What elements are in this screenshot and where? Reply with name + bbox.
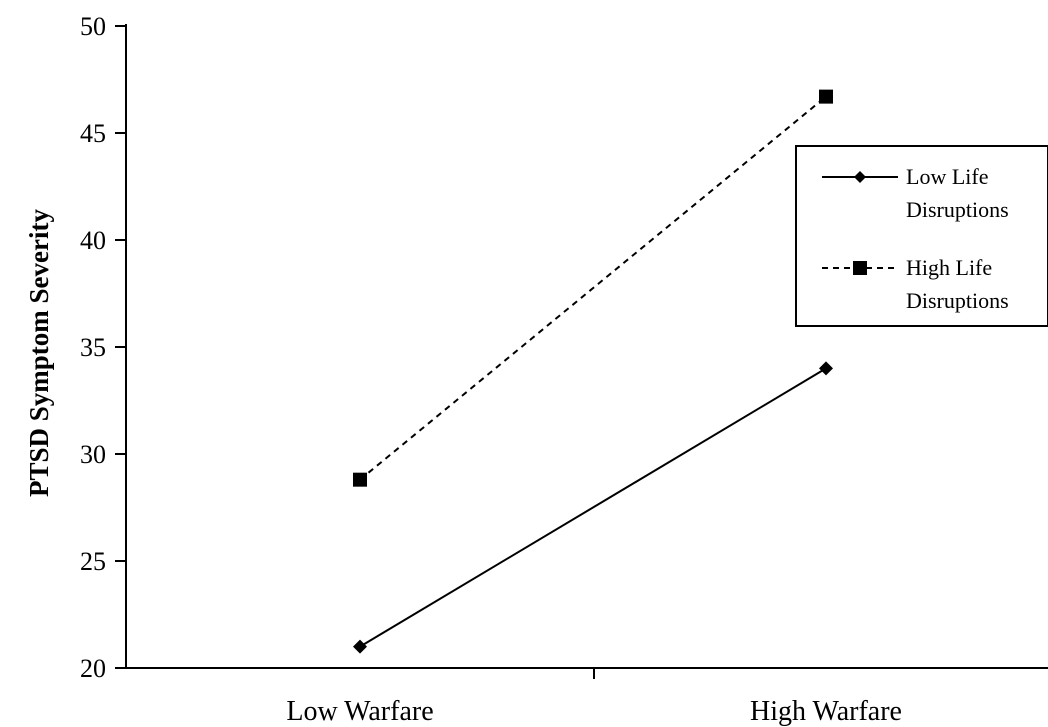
y-tick-label: 40	[80, 226, 106, 255]
legend-label-low-life-1: Low Life	[906, 164, 988, 189]
data-point-low-life	[353, 639, 367, 654]
data-point-low-life	[819, 361, 833, 376]
y-tick-label: 35	[80, 333, 106, 362]
series-layer	[353, 89, 833, 654]
series-line-high-life	[359, 95, 827, 481]
square-icon	[853, 261, 867, 275]
y-ticks: 20 25 30 35 40 45 50	[80, 12, 126, 683]
x-category-labels: Low Warfare High Warfare	[286, 696, 902, 727]
x-category-label: High Warfare	[750, 696, 902, 727]
legend-label-low-life-2: Disruptions	[906, 197, 1009, 222]
y-tick-label: 25	[80, 547, 106, 576]
y-tick-label: 20	[80, 654, 106, 683]
series-line-low-life	[359, 367, 827, 648]
data-point-high-life	[353, 472, 367, 487]
legend: Low Life Disruptions High Life Disruptio…	[795, 145, 1048, 327]
legend-label-high-life-2: Disruptions	[906, 288, 1009, 313]
diamond-icon	[854, 171, 866, 183]
x-category-label: Low Warfare	[286, 696, 433, 727]
legend-label-high-life-1: High Life	[906, 255, 992, 280]
y-tick-label: 50	[80, 12, 106, 41]
y-axis-label: PTSD Symptom Severity	[24, 209, 54, 497]
y-tick-label: 45	[80, 119, 106, 148]
data-point-high-life	[819, 89, 833, 104]
y-tick-label: 30	[80, 440, 106, 469]
